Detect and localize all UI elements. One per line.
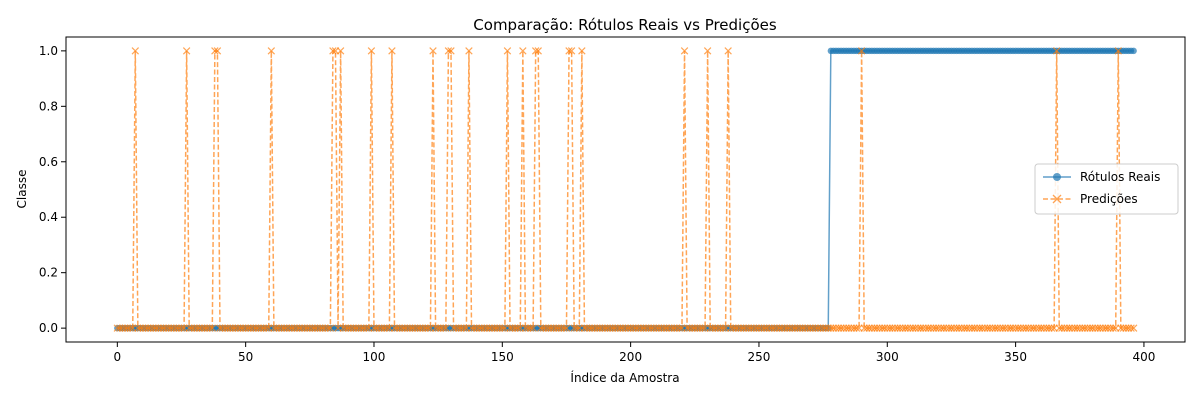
prediction-point bbox=[565, 47, 573, 55]
prediction-point bbox=[442, 324, 450, 332]
prediction-point bbox=[336, 47, 345, 55]
prediction-point bbox=[267, 47, 276, 55]
prediction-point bbox=[329, 47, 337, 55]
prediction-point bbox=[567, 47, 576, 55]
prediction-point bbox=[852, 324, 861, 332]
prediction-point bbox=[447, 47, 455, 55]
prediction-point bbox=[367, 47, 376, 55]
prediction-point bbox=[439, 324, 448, 332]
prediction-point bbox=[719, 324, 727, 332]
prediction-point bbox=[498, 324, 507, 332]
legend-item: Predições bbox=[1043, 192, 1138, 206]
prediction-point bbox=[529, 324, 537, 332]
prediction-point bbox=[534, 47, 542, 55]
prediction-point bbox=[213, 47, 222, 55]
prediction-point bbox=[208, 324, 217, 332]
prediction-point bbox=[465, 47, 473, 55]
x-axis-label: Índice da Amostra bbox=[570, 370, 679, 385]
prediction-point bbox=[560, 324, 568, 332]
prediction-point bbox=[182, 47, 191, 55]
y-tick-label: 0.6 bbox=[39, 155, 58, 169]
prediction-point bbox=[324, 324, 332, 332]
y-axis: 0.0 0.2 0.4 0.6 0.8 1.0 bbox=[39, 44, 66, 335]
prediction-point bbox=[1127, 324, 1135, 332]
prediction-point bbox=[424, 324, 432, 332]
x-tick-label: 50 bbox=[238, 350, 253, 364]
prediction-point bbox=[131, 47, 140, 55]
prediction-point bbox=[1047, 324, 1056, 332]
legend-label: Predições bbox=[1080, 192, 1138, 206]
prediction-point bbox=[262, 324, 270, 332]
prediction-point bbox=[460, 324, 468, 332]
true-label-point bbox=[1130, 47, 1137, 55]
prediction-point bbox=[675, 324, 684, 332]
prediction-point bbox=[680, 47, 689, 55]
prediction-point bbox=[531, 47, 540, 55]
x-tick-label: 0 bbox=[114, 350, 122, 364]
x-tick-label: 250 bbox=[748, 350, 771, 364]
prediction-point bbox=[126, 324, 134, 332]
prediction-point bbox=[519, 47, 527, 55]
prediction-point bbox=[211, 47, 219, 55]
x-tick-label: 100 bbox=[363, 350, 386, 364]
chart-title: Comparação: Rótulos Reais vs Predições bbox=[473, 16, 777, 34]
prediction-point bbox=[526, 324, 535, 332]
prediction-point bbox=[513, 324, 522, 332]
legend-marker bbox=[1052, 194, 1062, 204]
prediction-point bbox=[362, 324, 371, 332]
prediction-point bbox=[1052, 47, 1061, 55]
x-tick-label: 150 bbox=[491, 350, 514, 364]
y-axis-label: Classe bbox=[15, 170, 29, 209]
prediction-point bbox=[1114, 47, 1122, 55]
prediction-point bbox=[857, 47, 866, 55]
x-tick-label: 200 bbox=[619, 350, 642, 364]
prediction-point bbox=[703, 47, 712, 55]
prediction-point bbox=[388, 47, 396, 55]
x-tick-label: 300 bbox=[876, 350, 899, 364]
y-tick-label: 0.0 bbox=[39, 321, 58, 335]
prediction-point bbox=[1129, 324, 1138, 332]
prediction-point bbox=[724, 47, 732, 55]
prediction-point bbox=[698, 324, 707, 332]
y-tick-label: 0.4 bbox=[39, 210, 58, 224]
y-tick-label: 0.8 bbox=[39, 99, 58, 113]
x-tick-label: 350 bbox=[1004, 350, 1027, 364]
x-tick-label: 400 bbox=[1132, 350, 1155, 364]
legend-label: Rótulos Reais bbox=[1080, 170, 1160, 184]
prediction-point bbox=[444, 47, 453, 55]
prediction-point bbox=[206, 324, 214, 332]
legend-marker bbox=[1053, 173, 1061, 181]
plot-frame bbox=[65, 36, 1186, 343]
prediction-point bbox=[383, 324, 391, 332]
prediction-point bbox=[573, 324, 581, 332]
prediction-point bbox=[562, 324, 571, 332]
legend: Rótulos Reais Predições bbox=[1034, 163, 1179, 215]
prediction-point bbox=[1109, 324, 1117, 332]
prediction-point bbox=[578, 47, 586, 55]
y-tick-label: 1.0 bbox=[39, 44, 58, 58]
prediction-point bbox=[326, 324, 335, 332]
x-axis: 0 50 100 150 200 250 300 350 400 bbox=[114, 342, 1155, 364]
y-tick-label: 0.2 bbox=[39, 266, 58, 280]
legend-item: Rótulos Reais bbox=[1043, 170, 1160, 184]
prediction-point bbox=[429, 47, 437, 55]
prediction-point bbox=[503, 47, 512, 55]
plot-area bbox=[113, 47, 1138, 332]
prediction-point bbox=[177, 324, 186, 332]
